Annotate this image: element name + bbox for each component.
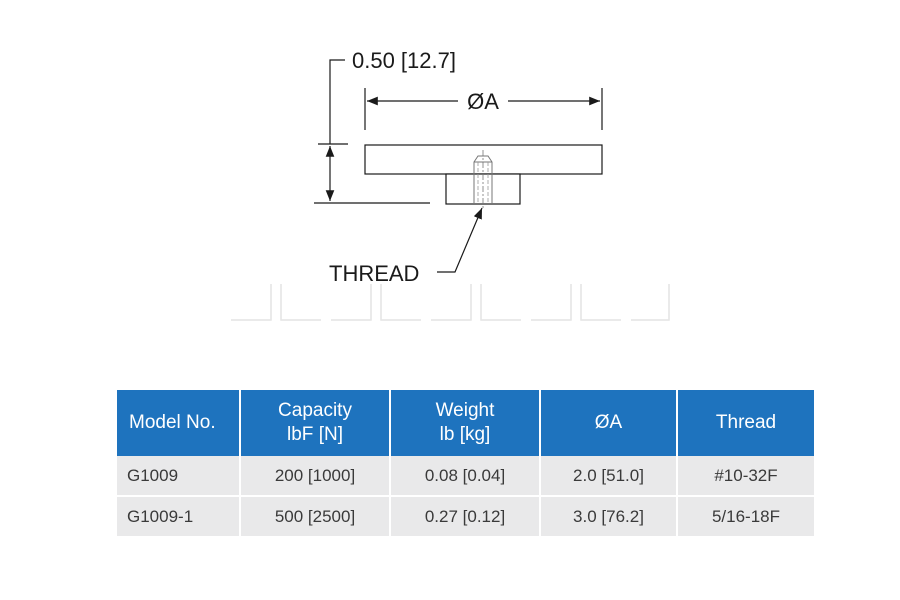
height-dimension: 0.50 [12.7] [314,48,456,203]
cell-model-no: G1009-1 [117,496,240,536]
table-header-row: Model No. Capacity lbF [N] Weight lb [kg… [117,390,814,456]
cell-capacity: 500 [2500] [240,496,390,536]
thread-callout: THREAD [329,208,482,286]
header-weight-label: Weight [395,399,535,423]
technical-drawing: 0.50 [12.7] ØA THREAD [0,0,900,360]
table-row: G1009-1 500 [2500] 0.27 [0.12] 3.0 [76.2… [117,496,814,536]
specifications-table: Model No. Capacity lbF [N] Weight lb [kg… [117,390,814,536]
height-dimension-label: 0.50 [12.7] [352,48,456,73]
header-weight: Weight lb [kg] [390,390,540,456]
header-diameter: ØA [540,390,677,456]
cell-thread: #10-32F [677,456,814,496]
header-capacity: Capacity lbF [N] [240,390,390,456]
header-capacity-unit: lbF [N] [245,423,385,447]
cell-model-no: G1009 [117,456,240,496]
faint-reflection [231,284,669,320]
cell-weight: 0.27 [0.12] [390,496,540,536]
cell-thread: 5/16-18F [677,496,814,536]
diameter-dimension: ØA [365,88,602,130]
header-thread-label: Thread [682,411,810,435]
header-diameter-label: ØA [545,411,672,435]
cell-diameter: 2.0 [51.0] [540,456,677,496]
header-model-no: Model No. [117,390,240,456]
header-weight-unit: lb [kg] [395,423,535,447]
diameter-label: ØA [467,89,499,114]
header-capacity-label: Capacity [245,399,385,423]
part-body [365,145,602,210]
header-model-no-label: Model No. [129,411,235,435]
cell-capacity: 200 [1000] [240,456,390,496]
cell-weight: 0.08 [0.04] [390,456,540,496]
cell-diameter: 3.0 [76.2] [540,496,677,536]
header-thread: Thread [677,390,814,456]
thread-label: THREAD [329,261,419,286]
table-row: G1009 200 [1000] 0.08 [0.04] 2.0 [51.0] … [117,456,814,496]
